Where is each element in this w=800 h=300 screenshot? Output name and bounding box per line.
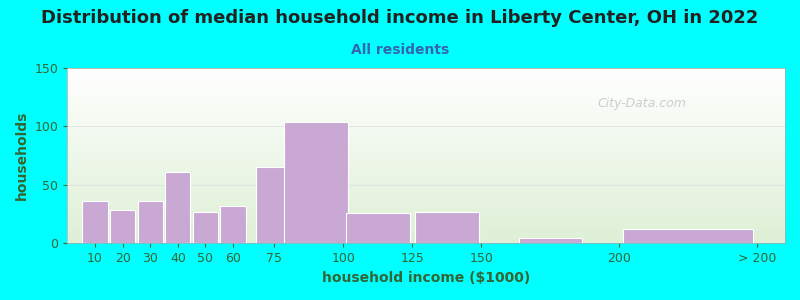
Bar bbox=[415, 212, 478, 243]
Bar bbox=[518, 238, 582, 243]
Bar bbox=[284, 122, 348, 243]
Bar bbox=[193, 212, 218, 243]
Bar bbox=[256, 167, 293, 243]
Bar bbox=[346, 213, 410, 243]
X-axis label: household income ($1000): household income ($1000) bbox=[322, 271, 530, 285]
Y-axis label: households: households bbox=[15, 111, 29, 200]
Bar bbox=[138, 201, 163, 243]
Bar bbox=[221, 206, 246, 243]
Bar bbox=[166, 172, 190, 243]
Bar bbox=[82, 201, 108, 243]
Text: City-Data.com: City-Data.com bbox=[597, 97, 686, 110]
Bar bbox=[110, 209, 135, 243]
Text: All residents: All residents bbox=[351, 44, 449, 58]
Text: Distribution of median household income in Liberty Center, OH in 2022: Distribution of median household income … bbox=[42, 9, 758, 27]
Bar bbox=[623, 230, 754, 243]
